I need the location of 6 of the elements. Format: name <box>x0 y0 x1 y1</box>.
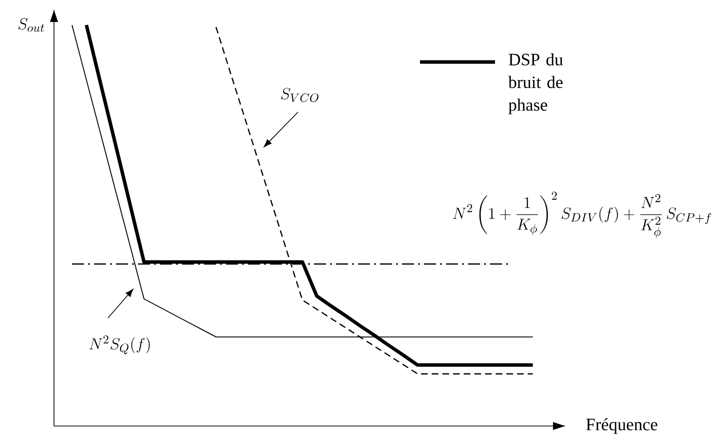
ref-line-label: $N^{2}\left(1+\frac{1}{K_{\phi}}\right)^{2}S_{DIV}(f)+\frac{N^{2}}{K_{\phi}^{2}}\,S_{CP+f}$ <box>453 192 712 238</box>
x-axis-title: Fréquence <box>586 418 658 434</box>
text: $N^{2}S_{Q}(f)$ <box>89 335 150 354</box>
legend-label: DSP du bruit de phase <box>508 53 563 114</box>
text: $S_{VCO}$ <box>281 88 318 102</box>
y-axis-title: $S_{out}$ <box>18 18 44 32</box>
